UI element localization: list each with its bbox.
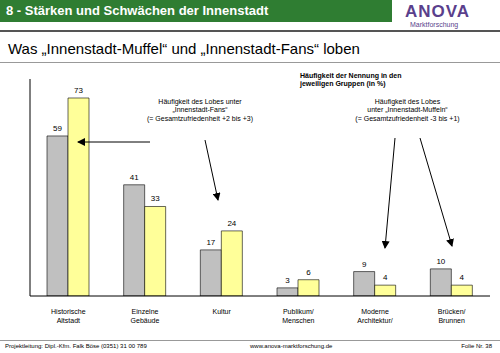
svg-text:41: 41 [130, 173, 139, 182]
svg-text:17: 17 [206, 238, 215, 247]
html-text:Häufigkeit des Lobes unter „In: Häufigkeit des Lobes unter „Innenstadt-F… [147, 98, 253, 122]
svg-text:3: 3 [285, 276, 290, 285]
html-text:Was „Innenstadt-Muffel“ und „I: Was „Innenstadt-Muffel“ und „Innenstadt-… [8, 40, 360, 57]
svg-text:33: 33 [151, 194, 160, 203]
html-text:Häufigkeit der Nennung in den: Häufigkeit der Nennung in den jeweiligen… [300, 72, 402, 88]
svg-text:10: 10 [436, 257, 445, 266]
html-text:Marktforschung: Marktforschung [410, 21, 459, 28]
svg-text:9: 9 [362, 260, 367, 269]
svg-text:HistorischeAltstadt: HistorischeAltstadt [51, 308, 86, 324]
svg-text:4: 4 [383, 273, 388, 282]
svg-text:Kultur: Kultur [213, 308, 232, 315]
svg-text:Brücken/Brunnen: Brücken/Brunnen [438, 308, 466, 324]
svg-text:6: 6 [306, 268, 311, 277]
html-text:Projektleitung: Dipl.-Kfm. Fal: Projektleitung: Dipl.-Kfm. Falk Böse (03… [5, 343, 147, 349]
html-text:www.anova-marktforschung.de: www.anova-marktforschung.de [250, 343, 333, 349]
svg-text:4: 4 [460, 273, 465, 282]
svg-text:24: 24 [227, 219, 236, 228]
html-text:Häufigkeit des Lobes unter „In: Häufigkeit des Lobes unter „Innenstadt-M… [355, 98, 460, 122]
svg-text:73: 73 [74, 86, 83, 95]
svg-text:Publikum/Menschen: Publikum/Menschen [282, 308, 314, 324]
svg-text:EinzelneGebäude: EinzelneGebäude [131, 308, 160, 324]
html-text:Folie Nr. 38: Folie Nr. 38 [461, 343, 492, 349]
svg-text:59: 59 [53, 124, 62, 133]
html-text:ANOVA: ANOVA [405, 2, 471, 21]
svg-text:ModerneArchitektur/: ModerneArchitektur/ [357, 308, 392, 324]
html-text:8 - Stärken und Schwächen der: 8 - Stärken und Schwächen der Innenstadt [6, 3, 269, 18]
